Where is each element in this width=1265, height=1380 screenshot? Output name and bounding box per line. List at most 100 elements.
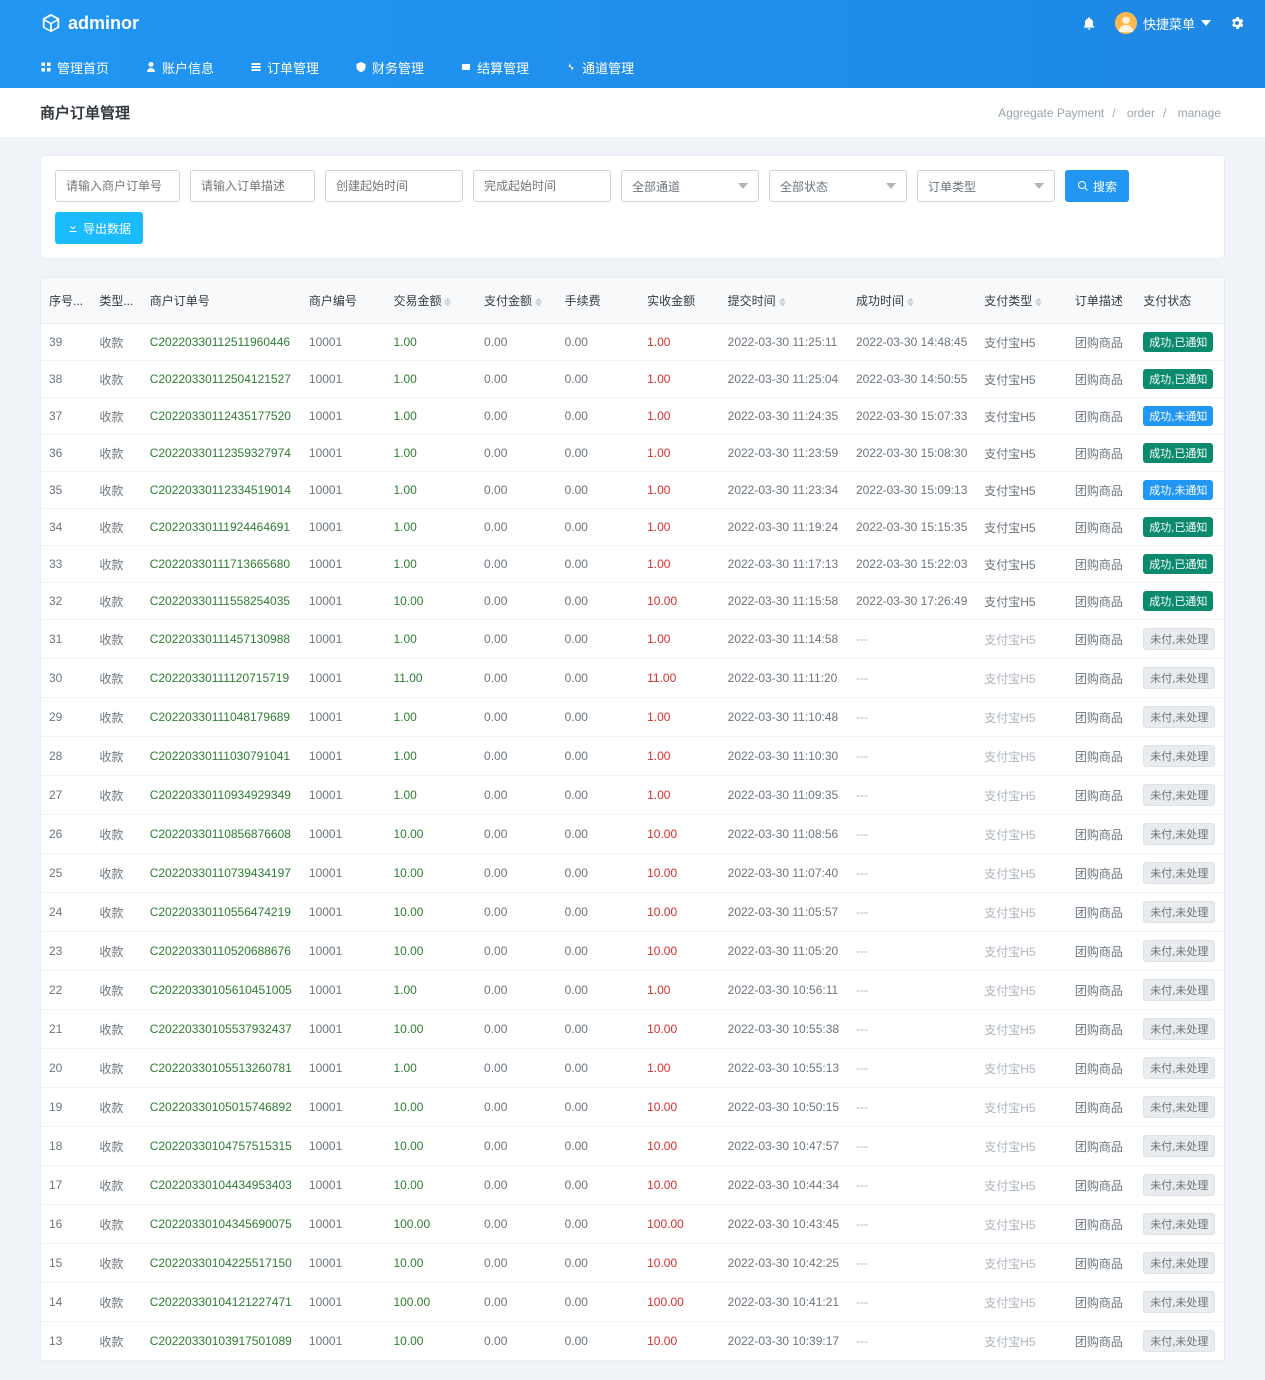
cell-mid: 10001 [301, 1244, 386, 1283]
cell-order[interactable]: C20220330105610451005 [142, 971, 301, 1010]
nav-label: 管理首页 [57, 58, 109, 77]
order-type-select[interactable]: 订单类型 [917, 170, 1055, 202]
col-seq[interactable]: 序号... [41, 278, 91, 324]
cell-seq: 26 [41, 815, 91, 854]
cell-order[interactable]: C20220330104434953403 [142, 1166, 301, 1205]
chevron-down-icon [1034, 181, 1044, 191]
logo[interactable]: adminor [40, 12, 139, 34]
col-success[interactable]: 成功时间 [848, 278, 976, 324]
cell-status: 成功,未通知 [1135, 472, 1224, 509]
table-row: 33收款C20220330111713665680100011.000.000.… [41, 546, 1224, 583]
cell-order[interactable]: C20220330110556474219 [142, 893, 301, 932]
cell-success: --- [848, 1049, 976, 1088]
cell-order[interactable]: C20220330104757515315 [142, 1127, 301, 1166]
nav-label: 通道管理 [582, 58, 634, 77]
cell-actual: 100.00 [639, 1283, 720, 1322]
col-desc[interactable]: 订单描述 [1067, 278, 1135, 324]
merchant-order-input[interactable] [55, 170, 180, 202]
cell-order[interactable]: C20220330112511960446 [142, 324, 301, 361]
nav-item[interactable]: 账户信息 [145, 58, 214, 77]
cell-order[interactable]: C20220330112435177520 [142, 398, 301, 435]
notifications-icon[interactable] [1081, 15, 1097, 31]
status-select[interactable]: 全部状态 [769, 170, 907, 202]
breadcrumb-item[interactable]: order [1127, 106, 1155, 120]
col-paid[interactable]: 支付金额 [476, 278, 557, 324]
cell-order[interactable]: C20220330110739434197 [142, 854, 301, 893]
cell-seq: 34 [41, 509, 91, 546]
cell-fee: 0.00 [557, 932, 640, 971]
search-button[interactable]: 搜索 [1065, 170, 1129, 202]
cell-actual: 1.00 [639, 435, 720, 472]
col-fee[interactable]: 手续费 [557, 278, 640, 324]
col-txn[interactable]: 交易金额 [385, 278, 476, 324]
cell-success: --- [848, 776, 976, 815]
cell-actual: 10.00 [639, 815, 720, 854]
cell-txn: 10.00 [385, 583, 476, 620]
col-order[interactable]: 商户订单号 [142, 278, 301, 324]
order-desc-input[interactable] [190, 170, 315, 202]
col-type[interactable]: 类型... [91, 278, 141, 324]
cell-order[interactable]: C20220330104121227471 [142, 1283, 301, 1322]
cell-order[interactable]: C20220330105537932437 [142, 1010, 301, 1049]
user-menu-label: 快捷菜单 [1143, 14, 1195, 33]
nav-item[interactable]: 财务管理 [355, 58, 424, 77]
cell-order[interactable]: C20220330103917501089 [142, 1322, 301, 1361]
cell-status: 成功,已通知 [1135, 583, 1224, 620]
cell-order[interactable]: C20220330110934929349 [142, 776, 301, 815]
cell-desc: 团购商品 [1067, 509, 1135, 546]
search-icon [1077, 180, 1089, 192]
status-badge: 成功,未通知 [1143, 406, 1213, 426]
cell-desc: 团购商品 [1067, 1283, 1135, 1322]
cell-order[interactable]: C20220330104225517150 [142, 1244, 301, 1283]
cell-type: 收款 [91, 854, 141, 893]
cell-order[interactable]: C20220330111713665680 [142, 546, 301, 583]
export-button[interactable]: 导出数据 [55, 212, 143, 244]
cell-order[interactable]: C20220330111558254035 [142, 583, 301, 620]
col-status[interactable]: 支付状态 [1135, 278, 1224, 324]
cell-order[interactable]: C20220330111457130988 [142, 620, 301, 659]
status-badge: 成功,已通知 [1143, 443, 1213, 463]
cell-order[interactable]: C20220330105513260781 [142, 1049, 301, 1088]
cell-order[interactable]: C20220330110856876608 [142, 815, 301, 854]
cell-order[interactable]: C20220330111924464691 [142, 509, 301, 546]
cell-seq: 21 [41, 1010, 91, 1049]
cell-order[interactable]: C20220330111030791041 [142, 737, 301, 776]
col-actual[interactable]: 实收金额 [639, 278, 720, 324]
cell-submit: 2022-03-30 11:09:35 [720, 776, 848, 815]
breadcrumb-item[interactable]: Aggregate Payment [998, 106, 1104, 120]
cell-mid: 10001 [301, 1322, 386, 1361]
nav-item[interactable]: 订单管理 [250, 58, 319, 77]
cell-order[interactable]: C20220330111048179689 [142, 698, 301, 737]
cell-order[interactable]: C20220330112504121527 [142, 361, 301, 398]
nav-item[interactable]: 结算管理 [460, 58, 529, 77]
nav-item[interactable]: 管理首页 [40, 58, 109, 77]
cell-order[interactable]: C20220330112334519014 [142, 472, 301, 509]
cell-txn: 1.00 [385, 361, 476, 398]
table-row: 17收款C202203301044349534031000110.000.000… [41, 1166, 1224, 1205]
channel-select[interactable]: 全部通道 [621, 170, 759, 202]
settings-icon[interactable] [1229, 15, 1245, 31]
table-row: 25收款C202203301107394341971000110.000.000… [41, 854, 1224, 893]
nav-icon [355, 61, 367, 73]
cell-order[interactable]: C20220330105015746892 [142, 1088, 301, 1127]
complete-start-input[interactable] [473, 170, 611, 202]
col-ptype[interactable]: 支付类型 [976, 278, 1067, 324]
cell-order[interactable]: C20220330110520688676 [142, 932, 301, 971]
nav-icon [145, 61, 157, 73]
user-menu[interactable]: 快捷菜单 [1115, 12, 1211, 34]
cell-order[interactable]: C20220330111120715719 [142, 659, 301, 698]
nav-label: 结算管理 [477, 58, 529, 77]
col-submit[interactable]: 提交时间 [720, 278, 848, 324]
cell-actual: 10.00 [639, 893, 720, 932]
cell-order[interactable]: C20220330104345690075 [142, 1205, 301, 1244]
cell-actual: 1.00 [639, 971, 720, 1010]
cell-desc: 团购商品 [1067, 1010, 1135, 1049]
cell-order[interactable]: C20220330112359327974 [142, 435, 301, 472]
cell-desc: 团购商品 [1067, 1322, 1135, 1361]
cell-paid: 0.00 [476, 546, 557, 583]
nav-item[interactable]: 通道管理 [565, 58, 634, 77]
create-start-input[interactable] [325, 170, 463, 202]
cell-fee: 0.00 [557, 1010, 640, 1049]
col-mid[interactable]: 商户编号 [301, 278, 386, 324]
cell-success: --- [848, 932, 976, 971]
